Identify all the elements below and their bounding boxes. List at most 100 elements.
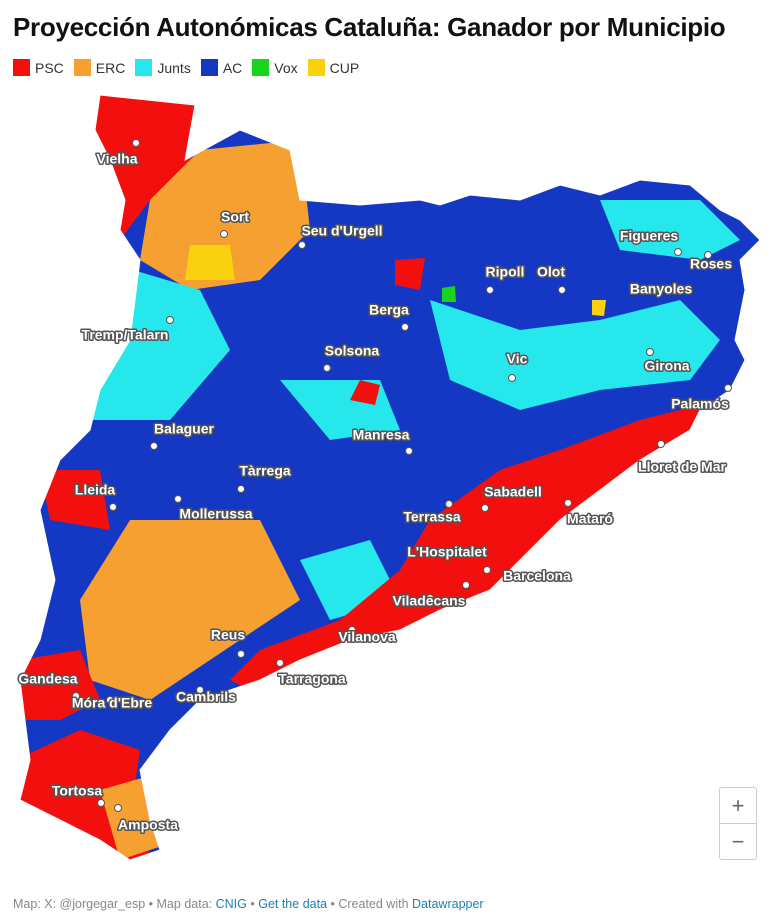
city-label: Figueres (620, 228, 679, 244)
legend-label: AC (222, 59, 243, 76)
city-label: Mataró (567, 511, 613, 527)
city-label: Terrassa (403, 509, 461, 525)
city-dot (196, 686, 204, 694)
legend-swatch (200, 59, 218, 76)
legend-swatch (73, 59, 91, 76)
city-dot (657, 440, 665, 448)
city-dot (132, 139, 140, 147)
city-label: Lloret de Mar (638, 459, 726, 475)
city-label: L'Hospitalet (407, 544, 487, 560)
city-label: Lleida (75, 482, 116, 498)
city-dot (114, 804, 122, 812)
city-dot (174, 495, 182, 503)
city-label: Sort (221, 209, 249, 225)
city-label: Móra d'Ebre (72, 695, 153, 711)
link[interactable]: CNIG (215, 897, 247, 911)
region (350, 380, 380, 405)
legend-item: AC (200, 59, 243, 76)
legend-swatch (307, 59, 325, 76)
city-dot (348, 626, 356, 634)
legend-item: Vox (252, 59, 298, 76)
city-label: Mollerussa (179, 506, 252, 522)
city-dot (704, 251, 712, 259)
city-dot (636, 286, 644, 294)
city-label: Tortosa (52, 783, 103, 799)
city-dot (166, 316, 174, 324)
city-label: Tremp/Talarn (82, 327, 169, 343)
city-label: Banyoles (630, 281, 692, 297)
city-label: Vielha (97, 151, 138, 167)
city-label: Palamós (671, 396, 729, 412)
city-label: Balaguer (154, 421, 214, 437)
city-dot (401, 323, 409, 331)
region (230, 405, 700, 700)
link[interactable]: Datawrapper (412, 897, 484, 911)
city-label: Roses (690, 256, 732, 272)
city-label: Amposta (118, 817, 178, 833)
city-label: Barcelona (503, 568, 571, 584)
city-dot (481, 504, 489, 512)
map: Vielha Sort Seu d'Urgell Tremp/Talarn Ripoll… (17, 94, 761, 861)
city-label: Tàrrega (239, 463, 291, 479)
region (600, 200, 740, 260)
city-dot (220, 230, 228, 238)
footer: Map: X: @jorgegar_esp • Map data: CNIG •… (13, 897, 484, 911)
city-label: Vic (507, 351, 528, 367)
city-dot (558, 286, 566, 294)
city-label: Olot (537, 264, 565, 280)
separator: • (250, 897, 255, 911)
city-label: Viladecans (393, 593, 466, 609)
city-dot (564, 499, 572, 507)
legend-swatch (135, 59, 153, 76)
city-label: Girona (644, 358, 689, 374)
legend-item: ERC (73, 59, 125, 76)
region (140, 140, 310, 290)
title: Proyección Autonómicas Cataluña: Ganador… (13, 12, 726, 42)
city-dot (646, 348, 654, 356)
city-dot (97, 799, 105, 807)
legend-swatch (13, 59, 30, 76)
city-dot (237, 650, 245, 658)
zoom-out[interactable]: − (720, 823, 756, 859)
city-dot (483, 566, 491, 574)
city-label: Reus (211, 627, 245, 643)
zoom-control: + − (719, 787, 757, 860)
city-label: Cambrils (176, 689, 236, 705)
city-dot (445, 500, 453, 508)
city-label: Tarragona (278, 671, 346, 687)
legend-item: CUP (307, 59, 360, 76)
regions (20, 95, 760, 860)
city-dot (323, 364, 331, 372)
city-dot (150, 442, 158, 450)
region (80, 520, 300, 700)
city-dot (276, 659, 284, 667)
region (40, 470, 110, 530)
legend-swatch (252, 59, 270, 76)
zoom-in[interactable]: + (731, 792, 745, 818)
city-dot (724, 384, 732, 392)
city-dot (298, 241, 306, 249)
legend-item: Junts (135, 59, 191, 76)
city-label: Vilanova (338, 629, 396, 645)
city-dot (508, 374, 516, 382)
region (430, 300, 720, 410)
city-label: Solsona (325, 343, 380, 359)
city-label: Ripoll (486, 264, 525, 280)
legend-label: Vox (274, 59, 298, 76)
city-dot (72, 692, 80, 700)
legend-label: CUP (329, 59, 360, 76)
city-dot (486, 286, 494, 294)
city-dot (106, 696, 114, 704)
city-label: Gandesa (18, 671, 77, 687)
city-dot (426, 594, 434, 602)
city-label: Sabadell (484, 484, 542, 500)
legend-label: PSC (35, 59, 64, 76)
legend-label: Junts (157, 59, 191, 76)
city-label: Seu d'Urgell (301, 223, 382, 239)
region (395, 258, 425, 290)
credit: Map: X: @jorgegar_esp • Map data: (13, 897, 213, 911)
region (185, 245, 235, 280)
city-label: Berga (369, 302, 409, 318)
link[interactable]: Get the data (258, 897, 328, 911)
